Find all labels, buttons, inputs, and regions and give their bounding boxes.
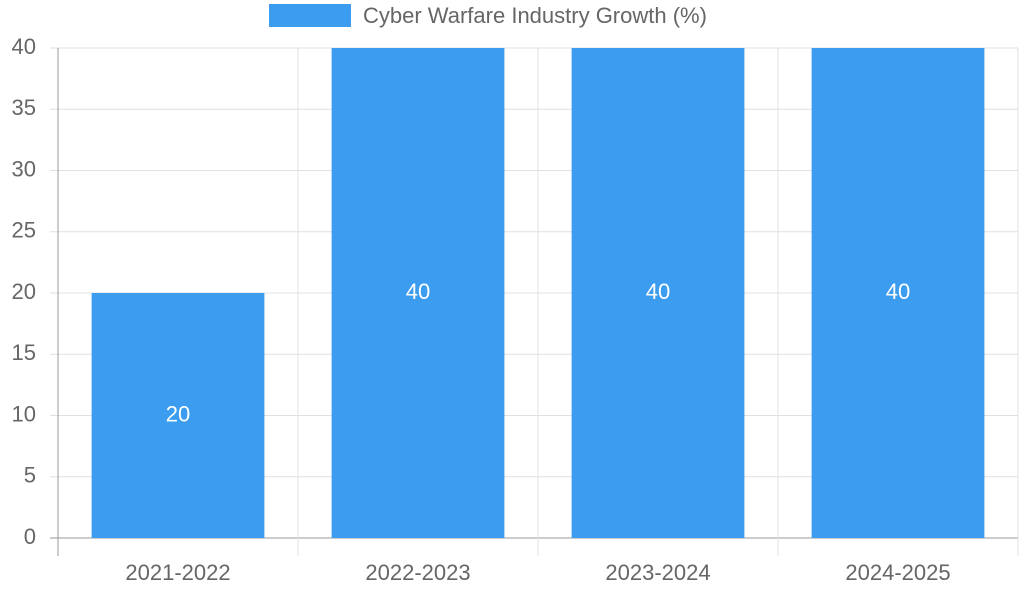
bar [571,48,745,538]
y-tick-label: 20 [12,279,36,304]
y-tick-label: 15 [12,340,36,365]
bar [811,48,985,538]
x-tick-label: 2022-2023 [365,560,470,585]
y-tick-label: 40 [12,34,36,59]
legend-swatch [269,4,351,27]
legend-label: Cyber Warfare Industry Growth (%) [363,3,707,28]
y-tick-label: 25 [12,218,36,243]
bar [331,48,505,538]
y-tick-label: 35 [12,95,36,120]
data-label: 20 [166,401,190,426]
data-label: 40 [406,279,430,304]
data-label: 40 [886,279,910,304]
y-tick-label: 30 [12,156,36,181]
x-tick-label: 2024-2025 [845,560,950,585]
data-label: 40 [646,279,670,304]
y-tick-label: 5 [24,463,36,488]
y-tick-label: 10 [12,401,36,426]
bar [91,293,265,538]
x-tick-label: 2021-2022 [125,560,230,585]
y-tick-label: 0 [24,524,36,549]
x-tick-label: 2023-2024 [605,560,710,585]
